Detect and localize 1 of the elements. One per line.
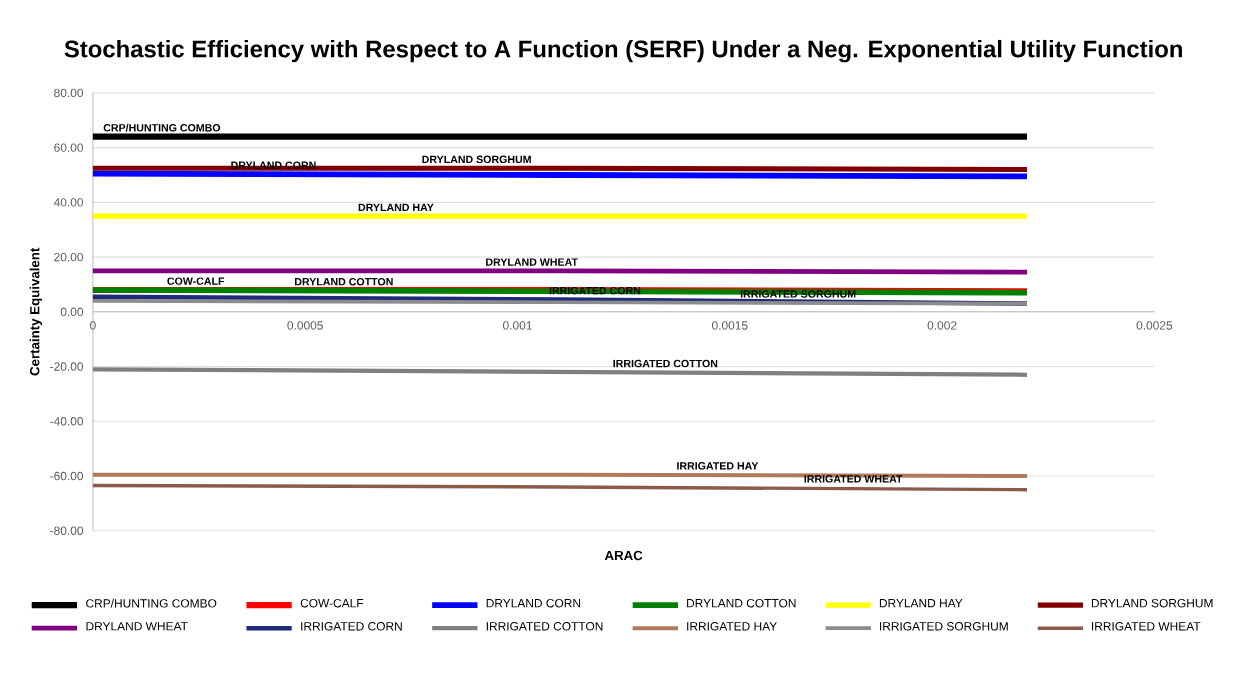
chart-title: Stochastic Efficiency with Respect to A Function (SERF) Under a Neg. Exponential Utility Function xyxy=(64,39,1182,63)
